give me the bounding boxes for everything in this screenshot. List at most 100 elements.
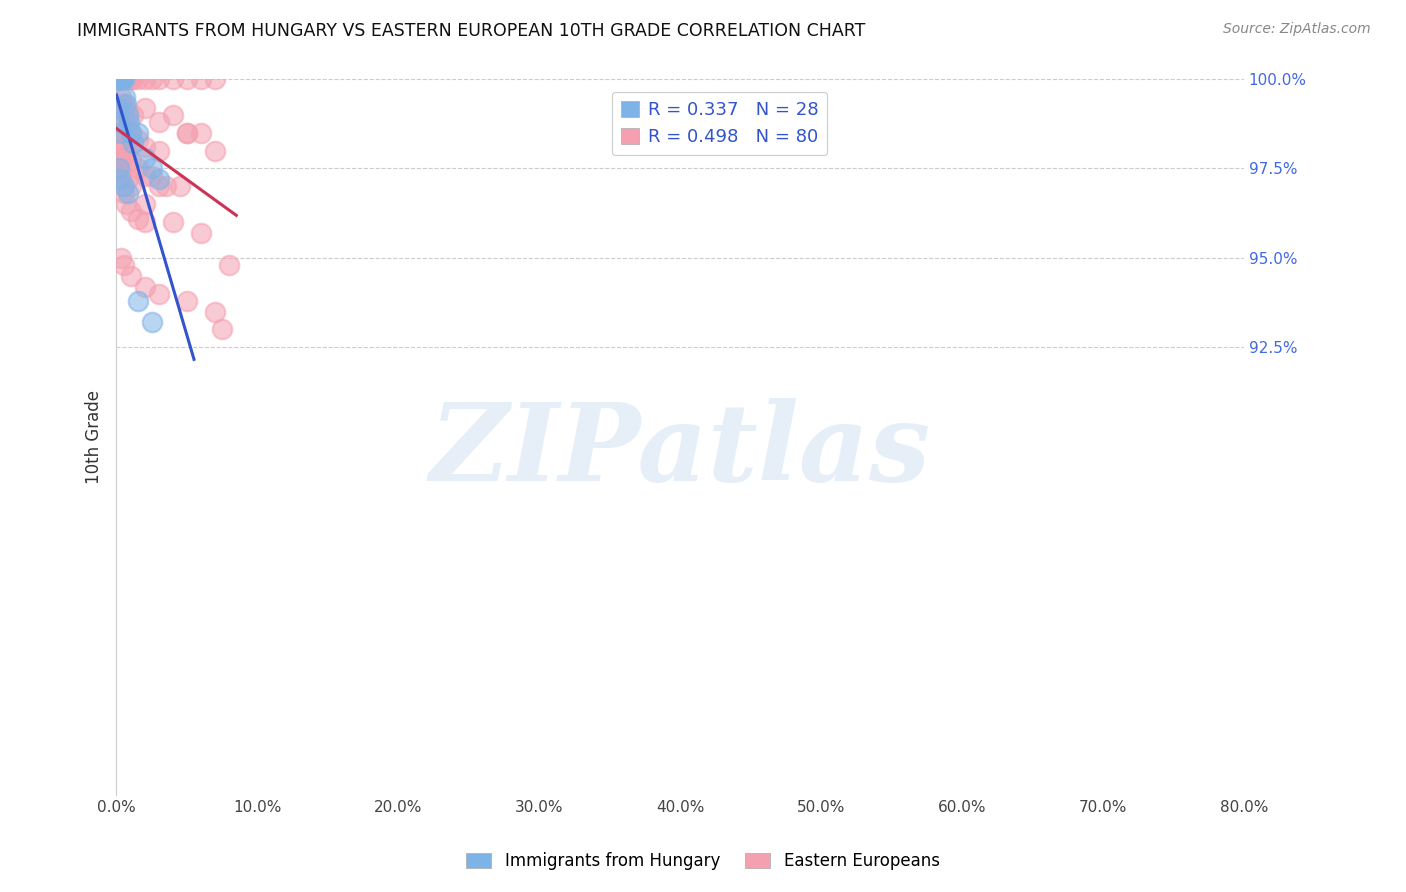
Point: [120, 72, 142, 87]
Point: [134, 215, 156, 229]
Point: [112, 186, 135, 201]
Point: [114, 90, 136, 104]
Point: [190, 72, 212, 87]
Point: [148, 115, 170, 129]
Point: [110, 72, 132, 87]
Point: [112, 97, 135, 112]
Point: [122, 136, 145, 151]
Point: [115, 72, 138, 87]
Point: [134, 197, 156, 211]
Point: [115, 97, 138, 112]
Point: [115, 197, 138, 211]
Point: [111, 151, 134, 165]
Point: [108, 72, 131, 87]
Point: [120, 268, 142, 283]
Point: [141, 161, 163, 176]
Point: [107, 72, 129, 87]
Point: [141, 169, 163, 183]
Point: [112, 140, 135, 154]
Point: [110, 72, 132, 87]
Point: [110, 97, 132, 112]
Point: [204, 144, 226, 158]
Point: [107, 72, 129, 87]
Point: [108, 172, 131, 186]
Text: IMMIGRANTS FROM HUNGARY VS EASTERN EUROPEAN 10TH GRADE CORRELATION CHART: IMMIGRANTS FROM HUNGARY VS EASTERN EUROP…: [77, 22, 866, 40]
Point: [120, 126, 142, 140]
Point: [120, 204, 142, 219]
Point: [112, 179, 135, 194]
Point: [204, 304, 226, 318]
Point: [122, 108, 145, 122]
Point: [148, 286, 170, 301]
Point: [148, 179, 170, 194]
Legend: R = 0.337   N = 28, R = 0.498   N = 80: R = 0.337 N = 28, R = 0.498 N = 80: [612, 92, 828, 155]
Point: [204, 72, 226, 87]
Point: [110, 72, 132, 87]
Point: [162, 108, 184, 122]
Point: [120, 126, 142, 140]
Point: [176, 72, 198, 87]
Point: [112, 72, 135, 87]
Point: [134, 279, 156, 293]
Point: [117, 186, 139, 201]
Point: [118, 115, 141, 129]
Point: [141, 72, 163, 87]
Point: [134, 140, 156, 154]
Point: [127, 293, 149, 308]
Point: [127, 161, 149, 176]
Y-axis label: 10th Grade: 10th Grade: [86, 390, 103, 483]
Point: [117, 172, 139, 186]
Point: [108, 72, 131, 87]
Point: [111, 179, 134, 194]
Point: [111, 72, 134, 87]
Point: [112, 108, 135, 122]
Point: [117, 72, 139, 87]
Point: [127, 126, 149, 140]
Point: [110, 126, 132, 140]
Point: [110, 133, 132, 147]
Point: [111, 101, 134, 115]
Point: [155, 179, 177, 194]
Point: [117, 119, 139, 133]
Point: [108, 136, 131, 151]
Point: [211, 322, 233, 336]
Point: [110, 72, 132, 87]
Point: [110, 172, 132, 186]
Point: [108, 126, 131, 140]
Point: [108, 72, 131, 87]
Point: [122, 72, 145, 87]
Point: [134, 151, 156, 165]
Point: [110, 90, 132, 104]
Point: [107, 72, 129, 87]
Point: [127, 133, 149, 147]
Point: [148, 72, 170, 87]
Point: [176, 126, 198, 140]
Point: [114, 72, 136, 87]
Point: [111, 72, 134, 87]
Point: [114, 161, 136, 176]
Point: [218, 258, 240, 272]
Point: [107, 72, 129, 87]
Point: [111, 72, 134, 87]
Point: [108, 161, 131, 176]
Point: [176, 126, 198, 140]
Point: [134, 72, 156, 87]
Point: [134, 169, 156, 183]
Point: [107, 101, 129, 115]
Point: [118, 72, 141, 87]
Point: [190, 226, 212, 240]
Point: [162, 72, 184, 87]
Point: [120, 154, 142, 169]
Point: [148, 144, 170, 158]
Point: [107, 151, 129, 165]
Point: [148, 172, 170, 186]
Text: Source: ZipAtlas.com: Source: ZipAtlas.com: [1223, 22, 1371, 37]
Point: [115, 147, 138, 161]
Point: [110, 251, 132, 265]
Point: [114, 115, 136, 129]
Text: ZIPatlas: ZIPatlas: [430, 398, 931, 504]
Point: [111, 72, 134, 87]
Point: [190, 126, 212, 140]
Point: [117, 108, 139, 122]
Point: [120, 179, 142, 194]
